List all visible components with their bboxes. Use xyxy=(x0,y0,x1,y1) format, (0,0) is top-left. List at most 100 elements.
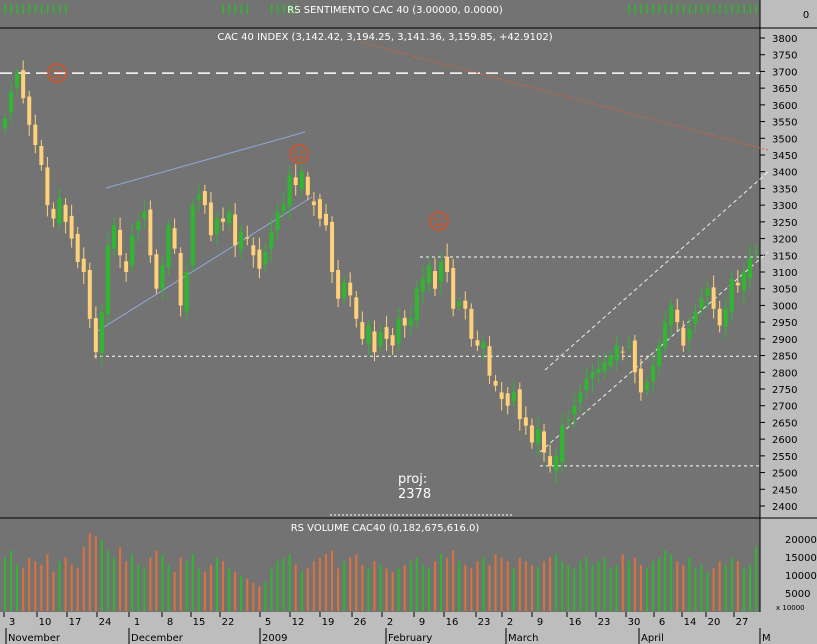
candle-body xyxy=(590,372,595,379)
x-day-label: 2 xyxy=(507,617,513,628)
volume-bar xyxy=(215,557,218,611)
volume-bar xyxy=(379,564,382,611)
volume-bar xyxy=(324,554,327,611)
sentiment-bar xyxy=(52,4,55,14)
candle-body xyxy=(735,282,740,286)
price-y-axis: 2400 2450 2500 2550 2600 2650 2700 2750 2800 2850… xyxy=(760,34,797,513)
candle-body xyxy=(112,225,117,249)
x-day-label: 23 xyxy=(478,617,491,628)
x-day-label: 15 xyxy=(193,617,206,628)
x-day-label: 27 xyxy=(736,617,749,628)
projection-value: 2378 xyxy=(398,487,431,502)
candle-body xyxy=(578,392,583,403)
volume-bar xyxy=(603,557,606,611)
candle-body xyxy=(414,288,419,321)
volume-bar xyxy=(94,536,97,611)
candle-body xyxy=(323,213,328,226)
candle-body xyxy=(99,312,104,353)
volume-bar xyxy=(664,550,667,611)
candle-body xyxy=(723,308,728,327)
volume-bar xyxy=(591,564,594,611)
candle-body xyxy=(572,405,577,415)
volume-bar xyxy=(106,550,109,611)
candle-body xyxy=(493,380,498,386)
y-tick-label: 3550 xyxy=(772,118,797,129)
volume-bar xyxy=(88,532,91,611)
volume-bar xyxy=(639,564,642,611)
candle-body xyxy=(63,204,68,222)
volume-axis-label: 15000 xyxy=(785,553,817,564)
candle-body xyxy=(239,231,244,250)
x-day-label: 22 xyxy=(222,617,235,628)
candle-body xyxy=(227,211,232,224)
volume-bar xyxy=(452,550,455,611)
candle-body xyxy=(330,221,335,272)
candle-body xyxy=(596,368,601,373)
candle-body xyxy=(420,278,425,292)
sentiment-bar xyxy=(22,4,25,14)
volume-bar xyxy=(409,561,412,611)
candle-body xyxy=(287,175,292,207)
sentiment-bar xyxy=(694,4,697,14)
x-month-label: M xyxy=(762,633,771,644)
volume-bar xyxy=(143,568,146,611)
x-day-label: 16 xyxy=(569,617,582,628)
candle-body xyxy=(257,249,262,269)
sentiment-bar xyxy=(46,4,49,14)
candle-body xyxy=(517,389,522,420)
price-panel xyxy=(0,29,760,517)
volume-bar xyxy=(585,557,588,611)
volume-bar xyxy=(403,564,406,611)
candle-body xyxy=(269,231,274,249)
y-tick-label: 3400 xyxy=(772,168,797,179)
volume-axis-label: 5000 xyxy=(785,589,810,600)
x-day-label: 16 xyxy=(446,617,459,628)
price-title: CAC 40 INDEX (3,142.42, 3,194.25, 3,141.… xyxy=(217,32,552,43)
frown-icon xyxy=(289,144,309,164)
volume-bar xyxy=(343,561,346,611)
sentiment-bar xyxy=(246,4,249,14)
volume-bar xyxy=(288,554,291,611)
candle-body xyxy=(178,252,183,306)
y-tick-label: 2900 xyxy=(772,335,797,346)
x-day-label: 26 xyxy=(354,617,367,628)
volume-bar xyxy=(633,557,636,611)
candle-body xyxy=(669,305,674,326)
candle-body xyxy=(75,233,80,262)
frown-icon xyxy=(47,63,67,83)
channel-upper-line xyxy=(544,171,769,371)
volume-bar xyxy=(173,571,176,611)
volume-bar xyxy=(712,568,715,611)
volume-bar xyxy=(246,579,249,611)
volume-bar xyxy=(621,554,624,611)
volume-bar xyxy=(100,540,103,611)
candle-body xyxy=(711,287,716,309)
candle-body xyxy=(233,214,238,246)
volume-bar xyxy=(203,571,206,611)
candle-body xyxy=(505,393,510,406)
volume-bar xyxy=(367,568,370,611)
x-day-label: 2 xyxy=(387,617,393,628)
candle-body xyxy=(342,282,347,299)
volume-bar xyxy=(234,571,237,611)
volume-bar xyxy=(58,561,61,611)
y-tick-label: 2450 xyxy=(772,485,797,496)
x-month-label: March xyxy=(508,633,538,644)
sentiment-bar xyxy=(234,4,237,14)
volume-bar xyxy=(706,571,709,611)
candle-body xyxy=(535,429,540,444)
volume-bar xyxy=(197,568,200,611)
y-tick-label: 2950 xyxy=(772,318,797,329)
volume-bar xyxy=(209,564,212,611)
sentiment-bar xyxy=(676,4,679,14)
volume-bar xyxy=(549,557,552,611)
frown-icon xyxy=(429,211,449,231)
y-tick-label: 3500 xyxy=(772,134,797,145)
candle-body xyxy=(354,297,359,319)
candle-body xyxy=(118,229,123,256)
x-day-label: 12 xyxy=(292,617,305,628)
volume-bar xyxy=(137,564,140,611)
candle-body xyxy=(402,317,407,326)
x-day-label: 20 xyxy=(708,617,721,628)
